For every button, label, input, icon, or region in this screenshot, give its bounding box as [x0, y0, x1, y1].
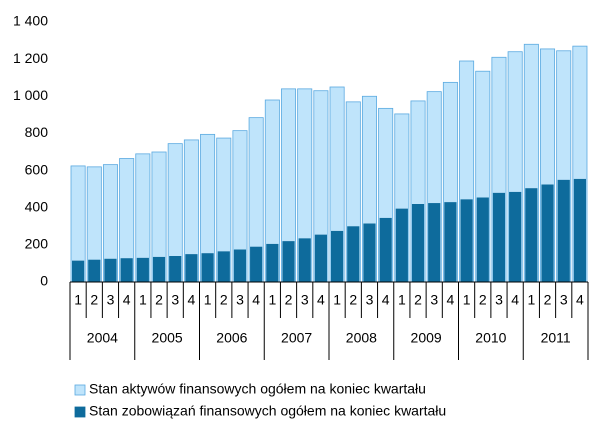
- x-tick-label: 1: [463, 292, 471, 308]
- x-tick-label: 4: [447, 292, 455, 308]
- bar: [266, 243, 279, 282]
- bar: [428, 203, 441, 282]
- x-tick-label: 4: [382, 292, 390, 308]
- bar: [104, 258, 117, 282]
- group-label: 2011: [541, 330, 571, 346]
- y-tick-label: 0: [40, 273, 48, 289]
- x-tick-label: 3: [301, 292, 309, 308]
- x-tick-label: 1: [398, 292, 406, 308]
- x-tick-label: 1: [527, 292, 535, 308]
- bar: [250, 246, 263, 282]
- x-tick-label: 3: [560, 292, 568, 308]
- x-tick-label: 4: [188, 292, 196, 308]
- group-label: 2008: [346, 330, 377, 346]
- x-tick-label: 4: [252, 292, 260, 308]
- x-tick-label: 4: [123, 292, 131, 308]
- bar: [492, 192, 506, 282]
- x-tick-label: 3: [171, 292, 179, 308]
- x-tick-label: 3: [107, 292, 115, 308]
- x-tick-label: 3: [430, 292, 438, 308]
- bar: [460, 199, 473, 282]
- bar: [525, 188, 538, 282]
- y-tick-label: 200: [25, 236, 49, 252]
- bar: [88, 259, 101, 282]
- bar: [152, 256, 166, 282]
- group-label: 2007: [281, 330, 312, 346]
- bar: [573, 178, 586, 282]
- x-tick-label: 4: [317, 292, 325, 308]
- x-tick-label: 1: [204, 292, 212, 308]
- bar: [541, 184, 554, 282]
- bar: [201, 253, 214, 282]
- x-tick-label: 2: [349, 292, 357, 308]
- x-tick-label: 3: [236, 292, 244, 308]
- x-tick-label: 1: [139, 292, 147, 308]
- bar: [72, 260, 85, 282]
- legend-label: Stan zobowiązań finansowych ogółem na ko…: [89, 403, 446, 419]
- bar: [363, 223, 376, 282]
- bar: [314, 234, 327, 282]
- bar: [136, 257, 149, 282]
- group-label: 2006: [216, 330, 247, 346]
- bar: [169, 256, 182, 282]
- bar: [120, 258, 133, 282]
- x-tick-label: 4: [511, 292, 519, 308]
- bar: [444, 202, 457, 282]
- x-tick-label: 1: [74, 292, 82, 308]
- bar: [411, 204, 425, 282]
- y-tick-label: 400: [25, 198, 49, 214]
- bar: [185, 254, 198, 282]
- bar: [233, 249, 247, 282]
- group-label: 2005: [152, 330, 183, 346]
- bar: [379, 217, 392, 282]
- x-tick-label: 2: [220, 292, 228, 308]
- bar: [217, 251, 230, 282]
- bar: [395, 208, 408, 282]
- x-tick-label: 1: [333, 292, 341, 308]
- x-tick-label: 2: [544, 292, 552, 308]
- x-tick-label: 3: [366, 292, 374, 308]
- y-tick-label: 800: [25, 124, 49, 140]
- x-tick-label: 2: [90, 292, 98, 308]
- legend-swatch: [74, 384, 86, 396]
- y-tick-label: 1 000: [13, 87, 48, 103]
- group-label: 2009: [411, 330, 442, 346]
- bar: [298, 238, 311, 282]
- bar: [557, 179, 570, 282]
- x-tick-label: 1: [268, 292, 276, 308]
- legend-swatch: [74, 406, 86, 418]
- group-label: 2010: [475, 330, 506, 346]
- x-tick-label: 2: [285, 292, 293, 308]
- legend-label: Stan aktywów finansowych ogółem na konie…: [89, 381, 426, 397]
- bar: [331, 230, 344, 282]
- y-tick-label: 600: [25, 161, 49, 177]
- x-tick-label: 3: [495, 292, 503, 308]
- bar: [476, 197, 489, 282]
- x-tick-label: 2: [155, 292, 163, 308]
- x-tick-label: 2: [479, 292, 487, 308]
- bar: [347, 226, 360, 282]
- y-tick-label: 1 400: [13, 13, 48, 29]
- bar: [282, 241, 295, 282]
- bar: [509, 191, 522, 282]
- x-tick-label: 2: [414, 292, 422, 308]
- x-tick-label: 4: [576, 292, 584, 308]
- group-label: 2004: [87, 330, 118, 346]
- y-tick-label: 1 200: [13, 50, 48, 66]
